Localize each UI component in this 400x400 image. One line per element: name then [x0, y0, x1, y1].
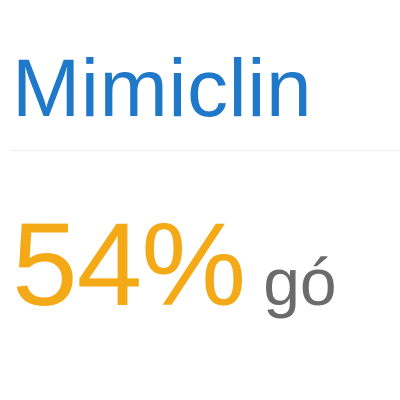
stat-suffix-text: gó: [263, 245, 337, 319]
stat-percent: 54%: [12, 199, 246, 331]
divider: [10, 150, 400, 151]
stat-line: 54% gó: [12, 206, 337, 324]
brand-name-text: Mimiclin: [12, 43, 313, 134]
